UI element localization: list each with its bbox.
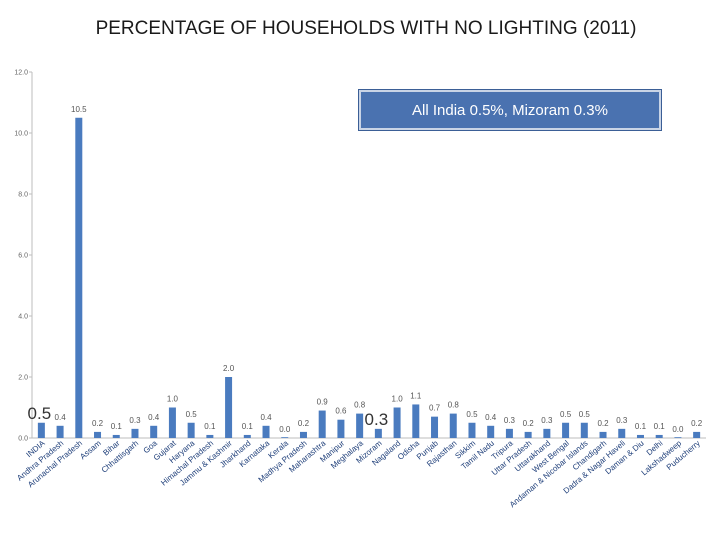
- bar: [94, 431, 102, 438]
- value-labels: 0.5 0.410.50.2 0.10.3 0.41.00.50.12.00.10.4…: [28, 105, 703, 434]
- bar-value-label: 0.8: [448, 401, 460, 410]
- bar: [56, 425, 64, 438]
- bar: [431, 416, 439, 438]
- bar-value-label: 0.2: [691, 419, 703, 428]
- bar-value-label: 0.5: [560, 410, 572, 419]
- bar-value-label: 0.5: [28, 404, 52, 423]
- bar-value-label: 10.5: [71, 105, 87, 114]
- bar-value-label: 0.1: [654, 422, 666, 431]
- bar: [599, 431, 607, 438]
- bar-value-label: 0.2: [92, 419, 104, 428]
- bar: [655, 434, 663, 438]
- y-tick-label: 6.0: [18, 253, 28, 260]
- bar: [374, 428, 382, 438]
- bar: [393, 407, 401, 438]
- bar: [580, 422, 588, 438]
- bar: [337, 419, 345, 438]
- bar-series: [37, 117, 701, 438]
- y-tick-label: 4.0: [18, 314, 28, 321]
- bar-value-label: 0.0: [279, 425, 291, 434]
- bar-value-label: 0.3: [129, 416, 141, 425]
- bar: [225, 377, 233, 438]
- bar: [75, 117, 83, 438]
- bar: [636, 434, 644, 438]
- bar: [449, 413, 457, 438]
- bar-value-label: 0.5: [579, 410, 591, 419]
- bar: [187, 422, 195, 438]
- bar: [524, 431, 532, 438]
- bar-value-label: 0.3: [541, 416, 553, 425]
- bar-value-label: 0.3: [504, 416, 516, 425]
- y-tick-label: 0.0: [18, 436, 28, 443]
- bar-value-label: 0.7: [429, 404, 441, 413]
- bar-value-label: 0.4: [485, 413, 497, 422]
- category-label: Assam: [78, 438, 103, 461]
- bar: [318, 410, 326, 438]
- chart-axes: 0.0 2.0 4.0 6.0 8.0 10.0 12.0: [14, 70, 706, 443]
- bar: [618, 428, 626, 438]
- bar-value-label: 0.1: [242, 422, 254, 431]
- bar-value-label: 0.9: [317, 398, 329, 407]
- bar-value-label: 0.5: [186, 410, 198, 419]
- bar: [543, 428, 551, 438]
- bar: [468, 422, 476, 438]
- bar-value-label: 0.5: [466, 410, 478, 419]
- bar: [112, 434, 120, 438]
- bar: [674, 437, 682, 438]
- bar: [168, 407, 176, 438]
- annotation-box: All India 0.5%, Mizoram 0.3%: [358, 89, 662, 131]
- bar-value-label: 0.2: [298, 419, 310, 428]
- bar: [243, 434, 251, 438]
- bar-value-label: 0.4: [148, 413, 160, 422]
- bar-value-label: 0.8: [354, 401, 366, 410]
- bar-value-label: 0.4: [55, 413, 67, 422]
- bar: [262, 425, 270, 438]
- bar-value-label: 0.0: [672, 425, 684, 434]
- bar-value-label: 1.0: [167, 395, 179, 404]
- bar: [487, 425, 495, 438]
- bar: [206, 434, 214, 438]
- y-tick-label: 10.0: [14, 131, 28, 138]
- bar-value-label: 0.6: [335, 407, 347, 416]
- annotation-text: All India 0.5%, Mizoram 0.3%: [412, 101, 608, 119]
- bar: [505, 428, 513, 438]
- bar-value-label: 2.0: [223, 364, 235, 373]
- bar-value-label: 0.3: [365, 410, 389, 429]
- y-tick-label: 2.0: [18, 375, 28, 382]
- y-tick-label: 8.0: [18, 192, 28, 199]
- bar: [37, 422, 45, 438]
- bar: [412, 404, 420, 438]
- bar-value-label: 0.2: [597, 419, 609, 428]
- bar-value-label: 0.1: [635, 422, 647, 431]
- bar-value-label: 0.4: [260, 413, 272, 422]
- bar: [299, 431, 307, 438]
- bar-value-label: 1.0: [392, 395, 404, 404]
- chart-title: PERCENTAGE OF HOUSEHOLDS WITH NO LIGHTIN…: [95, 18, 637, 39]
- y-tick-label: 12.0: [14, 70, 28, 77]
- bar-value-label: 0.2: [523, 419, 535, 428]
- bar-value-label: 1.1: [410, 391, 422, 400]
- bar: [356, 413, 364, 438]
- bar: [131, 428, 139, 438]
- bar: [562, 422, 570, 438]
- bar-value-label: 0.3: [616, 416, 628, 425]
- bar-value-label: 0.1: [204, 422, 216, 431]
- bar: [150, 425, 158, 438]
- bar: [281, 437, 289, 438]
- bar-value-label: 0.1: [111, 422, 123, 431]
- bar: [693, 431, 701, 438]
